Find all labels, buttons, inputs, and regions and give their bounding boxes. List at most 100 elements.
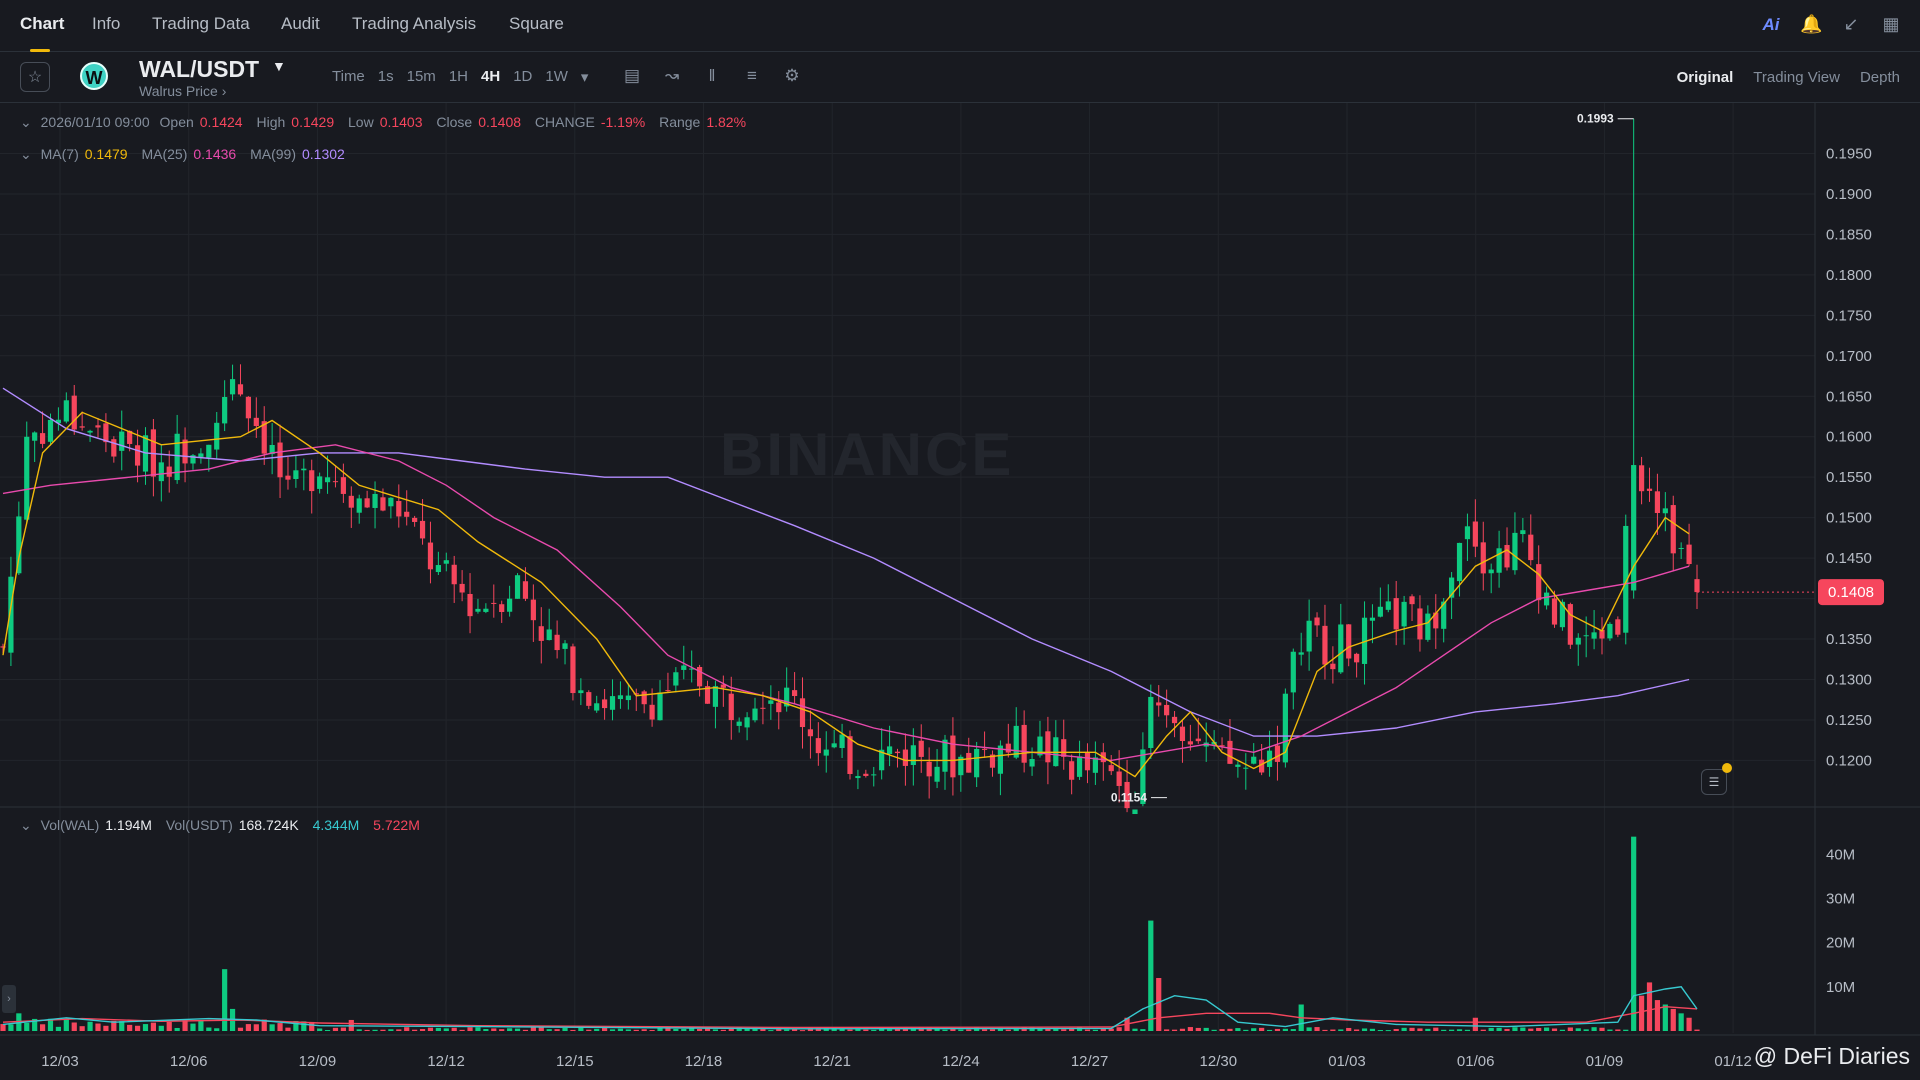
- volume-bar: [546, 1029, 552, 1031]
- candle-body: [989, 754, 996, 768]
- view-original[interactable]: Original: [1676, 69, 1734, 86]
- volume-bar: [855, 1029, 861, 1031]
- volume-bar: [1227, 1028, 1233, 1031]
- chart-canvas[interactable]: 0.1993 0.1154 0.1950 0.1900 0.1850 0.1800 0.17…: [0, 103, 1920, 1080]
- date-tick-label: 01/06: [1457, 1053, 1495, 1070]
- volume-bar: [103, 1025, 109, 1031]
- tab-trading-analysis[interactable]: Trading Analysis: [352, 14, 477, 33]
- tab-info[interactable]: Info: [92, 14, 121, 33]
- volume-bar: [332, 1027, 339, 1031]
- coin-price-link[interactable]: Walrus Price ›: [139, 83, 227, 99]
- calendar-icon[interactable]: ▤: [623, 66, 641, 85]
- candle-body: [324, 477, 331, 483]
- bell-icon[interactable]: 🔔: [1800, 14, 1823, 34]
- volume-bar: [1551, 1028, 1558, 1031]
- interval-15m[interactable]: 15m: [406, 68, 436, 85]
- collapse-chevron-icon[interactable]: ⌄: [20, 817, 32, 833]
- candle-body: [16, 516, 22, 574]
- volume-bar: [324, 1030, 331, 1032]
- interval-1w[interactable]: 1W: [545, 68, 568, 85]
- volume-bar: [1274, 1028, 1281, 1031]
- candle-body: [467, 593, 473, 617]
- volume-bar: [1179, 1028, 1186, 1031]
- interval-1s[interactable]: 1s: [377, 68, 394, 85]
- candle-body: [1354, 653, 1360, 663]
- volume-bar: [459, 1029, 465, 1031]
- volume-bar: [1654, 1000, 1661, 1031]
- ai-icon[interactable]: Ai: [1762, 14, 1780, 34]
- candle-body: [1235, 764, 1241, 767]
- volume-bar: [554, 1029, 560, 1031]
- candle-body: [1179, 726, 1186, 742]
- candle-body: [997, 745, 1004, 774]
- candle-body: [277, 442, 283, 478]
- interval-time[interactable]: Time: [332, 68, 365, 85]
- interval-1h[interactable]: 1H: [448, 68, 468, 85]
- candle-body: [269, 444, 275, 455]
- candle-body: [1045, 731, 1051, 763]
- volume-tick-label: 30M: [1826, 891, 1855, 908]
- volume-bar: [1148, 920, 1154, 1031]
- volume-bar: [63, 1019, 69, 1031]
- candle-body: [586, 692, 592, 706]
- candle-body: [507, 598, 513, 612]
- collapse-chevron-icon[interactable]: ⌄: [20, 114, 32, 130]
- tab-chart[interactable]: Chart: [20, 14, 65, 33]
- ma25-line: [2, 444, 1690, 762]
- volume-bar: [301, 1021, 307, 1031]
- candle-body: [229, 379, 236, 395]
- candle-body: [87, 430, 93, 433]
- view-depth[interactable]: Depth: [1859, 69, 1900, 86]
- view-trading-view[interactable]: Trading View: [1753, 69, 1840, 86]
- volume-bar: [1100, 1028, 1106, 1031]
- candle-body: [1536, 564, 1542, 601]
- indicator-icon[interactable]: ↝: [664, 66, 680, 85]
- candle-body: [1274, 745, 1281, 762]
- candle-body: [1251, 756, 1257, 764]
- volume-bar: [902, 1029, 909, 1031]
- chart-tools: ▤ ↝ ‖ ≡ ⚙: [620, 66, 804, 86]
- top-right-icons: Ai 🔔 ↙ ▦: [1760, 14, 1902, 35]
- layout-grid-icon[interactable]: ▦: [1882, 14, 1900, 34]
- candle-body: [594, 703, 600, 711]
- interval-4h[interactable]: 4H: [481, 68, 501, 85]
- low-value: 0.1403: [379, 114, 423, 130]
- volume-bar: [633, 1029, 639, 1031]
- ma25-label: MA(25): [141, 146, 188, 162]
- volume-bar: [1449, 1029, 1455, 1031]
- candle-body: [1219, 745, 1225, 747]
- volume-bar: [1567, 1027, 1573, 1031]
- interval-1d[interactable]: 1D: [513, 68, 533, 85]
- volume-bar: [142, 1024, 149, 1031]
- candle-body: [1369, 617, 1376, 621]
- volume-bar: [617, 1028, 624, 1031]
- tab-trading-data[interactable]: Trading Data: [152, 14, 250, 33]
- tab-audit[interactable]: Audit: [281, 14, 320, 33]
- settings-icon[interactable]: ⚙: [784, 66, 800, 85]
- volume-bar: [886, 1029, 893, 1031]
- volume-bar: [1638, 995, 1645, 1031]
- volume-bar: [166, 1021, 172, 1031]
- volume-bar: [340, 1027, 346, 1031]
- scroll-left-arrow[interactable]: ›: [2, 985, 16, 1013]
- tab-square[interactable]: Square: [509, 14, 564, 33]
- collapse-chevron-icon[interactable]: ⌄: [20, 146, 32, 162]
- candle-body: [206, 444, 212, 458]
- candle-body: [926, 761, 932, 777]
- candle-body: [364, 498, 370, 508]
- high-marker-label: 0.1993: [1577, 112, 1614, 126]
- volume-bar: [1053, 1029, 1059, 1031]
- favorite-star-icon[interactable]: ☆: [20, 62, 50, 92]
- volume-bar: [1369, 1028, 1376, 1031]
- drawing-tools-icon[interactable]: ≡: [747, 66, 757, 85]
- interval-more-caret-icon[interactable]: ▾: [580, 69, 589, 86]
- caret-down-icon[interactable]: ▼: [272, 58, 286, 74]
- pair-selector[interactable]: WAL/USDT: [139, 56, 260, 82]
- collapse-icon[interactable]: ↙: [1843, 14, 1859, 34]
- candle-body: [1654, 491, 1661, 514]
- candle-type-icon[interactable]: ‖: [708, 66, 716, 85]
- volume-bar: [966, 1029, 972, 1031]
- notes-icon[interactable]: ☰: [1701, 769, 1727, 795]
- volume-bar: [182, 1020, 188, 1031]
- volume-bar: [1472, 1017, 1478, 1031]
